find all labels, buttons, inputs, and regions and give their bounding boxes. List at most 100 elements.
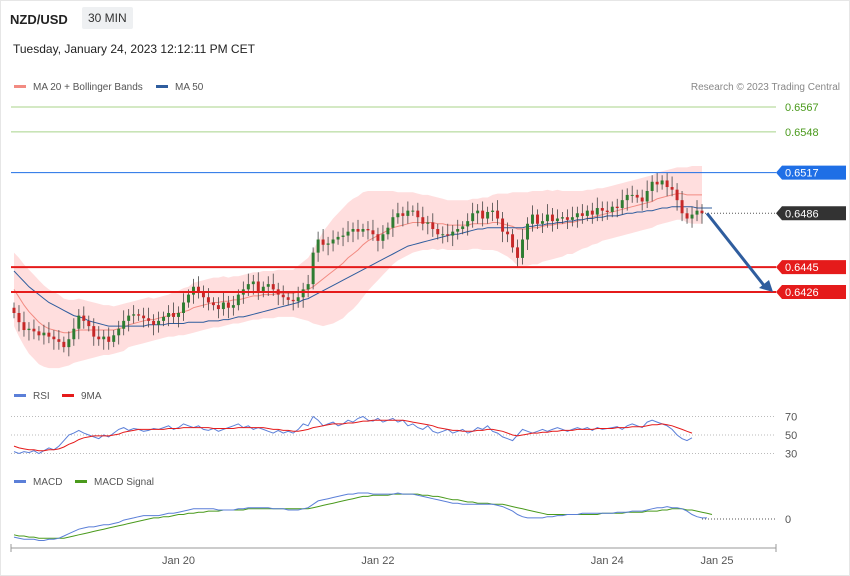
candle [321,229,325,252]
candle [471,202,475,228]
candle-body [675,189,679,201]
candle-body [356,229,360,232]
candle [286,292,290,306]
legend-swatch-macd [14,480,26,483]
candle-body [496,210,500,219]
candle [655,172,659,193]
candle-body [336,236,340,240]
candle-body [316,239,320,253]
candle-body [117,328,121,336]
legend-label-rsi-ma: 9MA [81,391,102,402]
candle-body [491,210,495,212]
candle [605,201,609,220]
candle-body [42,332,46,336]
candle-body [112,335,116,342]
candle [695,200,699,222]
candle [196,276,200,299]
candle-body [52,336,56,340]
candle-body [62,341,66,348]
legend-label-ma50: MA 50 [175,82,204,93]
candle [660,175,664,190]
candle-body [650,181,654,191]
macd-signal-line [13,493,713,539]
candle-body [296,297,300,302]
candle-body [630,194,634,196]
timeframe-button[interactable]: 30 MIN [82,7,133,29]
last-price-label: 0.6486 [785,208,819,220]
candle [132,305,136,324]
candle [431,213,435,237]
candle-body [595,208,599,215]
candle-body [82,315,86,321]
price-levels: 0.6567 0.6548 0.6517 0.6486 0.6445 0.6426 [11,102,846,299]
candle [57,330,61,350]
candle-body [301,289,305,298]
candle-body [565,217,569,220]
candle-body [545,214,549,222]
candle [157,311,161,333]
candle-body [645,190,649,202]
candle-body [660,180,664,185]
candle-body [466,221,470,227]
candle [426,215,430,235]
candle [575,206,579,228]
candle [346,221,350,243]
candle [476,204,480,224]
candle [366,221,370,240]
candle-body [17,312,21,323]
candle-body [376,234,380,241]
candle-body [625,194,629,201]
candle-body [700,210,704,214]
candle [481,201,485,227]
candle [456,219,460,240]
candle [421,206,425,231]
candle-body [695,210,699,215]
candle [680,190,684,222]
candle-body [321,239,325,245]
candle-body [431,222,435,230]
rsi-ma-line [13,419,693,452]
candle [496,200,500,226]
candle [261,281,265,298]
candle-body [127,315,131,321]
candle [511,229,515,253]
candle-body [580,213,584,216]
candle [47,322,51,344]
candle [172,302,176,324]
candle [67,331,71,357]
candle-body [326,243,330,245]
candle-body [690,214,694,219]
candle-body [685,213,689,219]
candle-body [351,229,355,232]
candle [22,311,26,337]
time-axis-label: Jan 20 [162,555,195,567]
candle-body [172,312,176,317]
candle-body [271,284,275,290]
candle-body [391,217,395,228]
support-label: 0.6445 [785,262,819,274]
candle [316,231,320,262]
candle [211,297,215,311]
legend-label-rsi: RSI [33,391,50,402]
rsi-line [13,415,693,455]
candle-body [506,231,510,235]
candle [182,293,185,321]
credit-text: Research © 2023 Trading Central [691,82,840,93]
time-axis-label: Jan 25 [700,555,733,567]
candle [535,209,539,230]
candle [221,292,225,316]
candle [281,285,285,306]
candle [516,239,520,268]
candle-body [231,305,235,308]
candle [326,236,330,256]
candle [526,217,529,251]
candle-body [655,181,659,185]
candle-body [461,226,465,230]
candle [645,180,649,209]
candle [501,211,505,243]
candle-body [620,200,624,209]
candle [461,221,465,235]
candle-body [306,284,310,290]
rsi-level-label: 30 [785,449,797,461]
candle [506,222,510,243]
